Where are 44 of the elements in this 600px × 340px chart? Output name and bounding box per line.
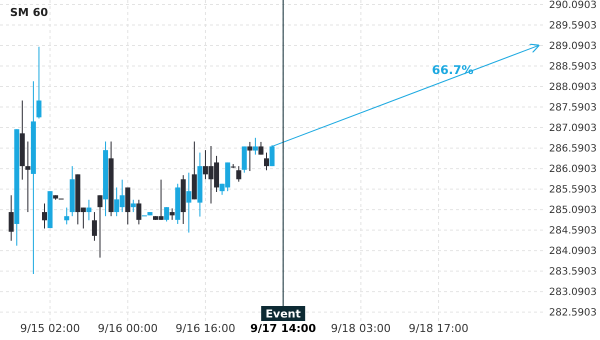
text: SM 60 (10, 6, 48, 19)
candlestick (170, 208, 175, 220)
y-tick-label: 284.0903 (549, 246, 597, 258)
candlestick (242, 146, 247, 174)
candlestick (8, 194, 14, 242)
y-tick-label: 285.0903 (549, 205, 597, 216)
y-tick-label: 289.0903 (549, 41, 597, 52)
candlestick (92, 212, 97, 242)
x-tick-label: 9/16 16:00 (175, 322, 236, 335)
annotation: 66.7% (432, 62, 474, 77)
candlestick (86, 199, 92, 221)
candlestick (98, 194, 102, 258)
y-tick-label: 287.0903 (549, 123, 597, 134)
candlestick (186, 172, 192, 234)
candlestick (247, 141, 252, 172)
x-tick-label: 9/17 14:00 (250, 322, 316, 335)
y-tick-label: 289.5903 (549, 20, 597, 32)
candlestick (64, 207, 70, 225)
y-tick-label: 287.5903 (549, 102, 597, 114)
y-tick-label: 284.5903 (549, 226, 597, 237)
candlestick (42, 202, 47, 229)
y-tick-label: 285.5903 (549, 184, 597, 196)
candlestick (264, 152, 269, 171)
candlestick (164, 206, 170, 222)
candlestick (130, 199, 136, 213)
x-tick-label: 9/18 17:00 (408, 322, 469, 335)
x-tick-label: 9/15 02:00 (20, 322, 80, 335)
y-tick-label: 290.0903 (549, 0, 597, 11)
candlestick (36, 46, 42, 120)
ref-line-label: Event (266, 308, 301, 320)
x-tick-label: 9/16 00:00 (98, 322, 158, 335)
y-tick-label: 286.5903 (549, 144, 597, 155)
y-tick-label: 283.5903 (549, 266, 597, 278)
x-tick-label: 9/18 03:00 (330, 322, 391, 335)
y-tick-label: 283.0903 (549, 287, 597, 298)
y-tick-label: 286.0903 (549, 164, 597, 176)
candlestick (236, 166, 242, 182)
candlestick (258, 141, 264, 156)
y-tick-label: 288.5903 (549, 62, 597, 73)
candlestick (252, 137, 258, 156)
candlestick (25, 141, 30, 213)
y-tick-label: 288.0903 (549, 82, 597, 94)
y-tick-label: 282.5903 (549, 308, 597, 319)
candlestick (136, 199, 142, 225)
